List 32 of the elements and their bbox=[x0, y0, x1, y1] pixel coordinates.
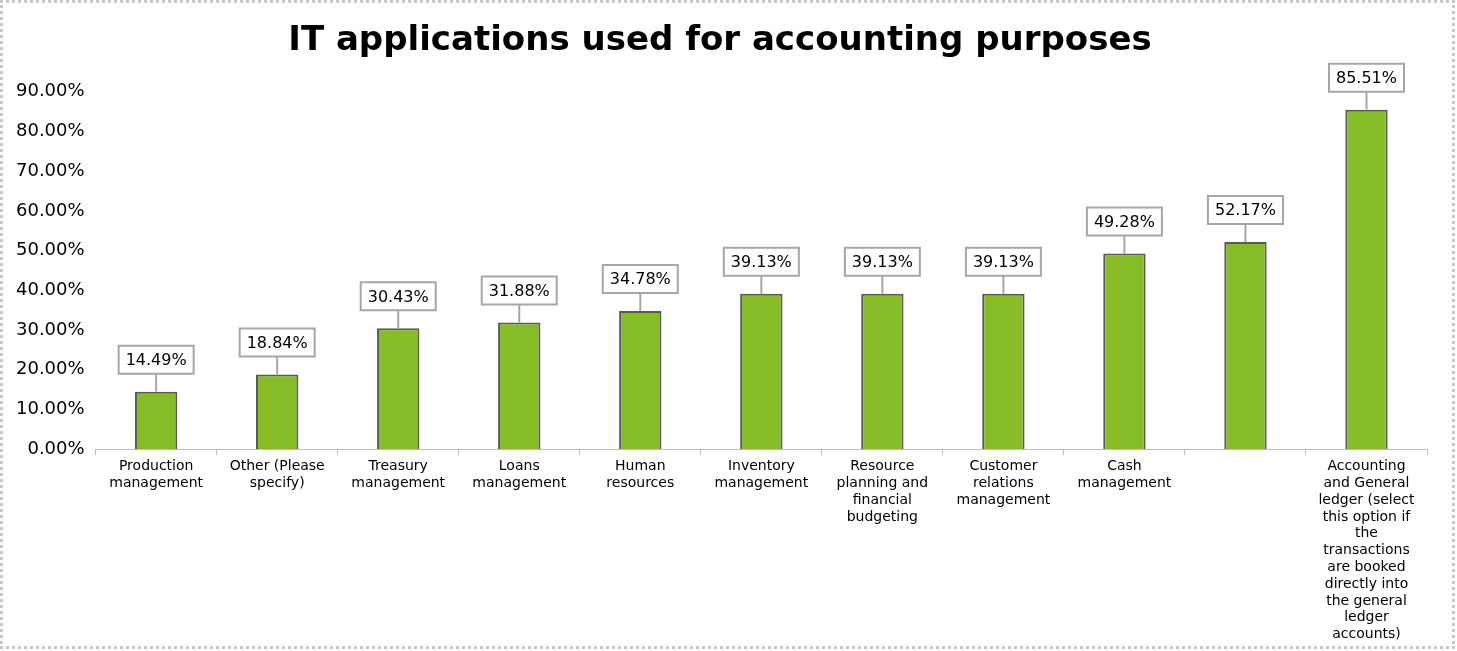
data-label: 18.84% bbox=[246, 332, 308, 352]
y-tick-label: 30.00% bbox=[15, 317, 85, 339]
category-label: Accounting and General ledger (select this option if the transactions are booked directly into the general ledger accounts) bbox=[1318, 457, 1415, 642]
x-tick-label: Other (Please specify) bbox=[229, 457, 325, 491]
y-tick-label: 0.00% bbox=[27, 436, 85, 458]
data-label: 39.13% bbox=[972, 251, 1034, 271]
x-tick-label: Resource planning and financial budgeting bbox=[836, 457, 929, 524]
y-tick-label: 90.00% bbox=[15, 79, 85, 101]
data-label: 52.17% bbox=[1214, 200, 1276, 220]
x-tick-label: Inventory management bbox=[714, 457, 809, 491]
x-tick-label: Cash management bbox=[1077, 457, 1172, 491]
data-label: 85.51% bbox=[1335, 67, 1397, 87]
x-tick-label: Treasury management bbox=[351, 457, 446, 491]
data-label: 34.78% bbox=[609, 269, 671, 289]
data-label: 39.13% bbox=[851, 251, 913, 271]
data-label: 31.88% bbox=[488, 280, 550, 300]
y-tick-label: 40.00% bbox=[15, 278, 85, 300]
x-tick-label: Production management bbox=[109, 457, 204, 491]
x-tick-label: Customer relations management bbox=[956, 457, 1051, 507]
y-tick-label: 60.00% bbox=[15, 198, 85, 220]
y-tick-label: 50.00% bbox=[15, 238, 85, 260]
chart-title: IT applications used for accounting purposes bbox=[288, 18, 1152, 59]
y-tick-label: 80.00% bbox=[15, 119, 85, 141]
y-tick-label: 70.00% bbox=[15, 158, 85, 180]
data-label: 30.43% bbox=[367, 286, 429, 306]
data-label: 14.49% bbox=[125, 349, 187, 369]
y-tick-label: 10.00% bbox=[15, 397, 85, 419]
y-tick-label: 20.00% bbox=[15, 357, 85, 379]
x-tick-label: Human resources bbox=[606, 457, 675, 491]
data-label: 49.28% bbox=[1093, 211, 1155, 231]
data-label: 39.13% bbox=[730, 251, 792, 271]
x-tick-label: Loans management bbox=[472, 457, 567, 491]
